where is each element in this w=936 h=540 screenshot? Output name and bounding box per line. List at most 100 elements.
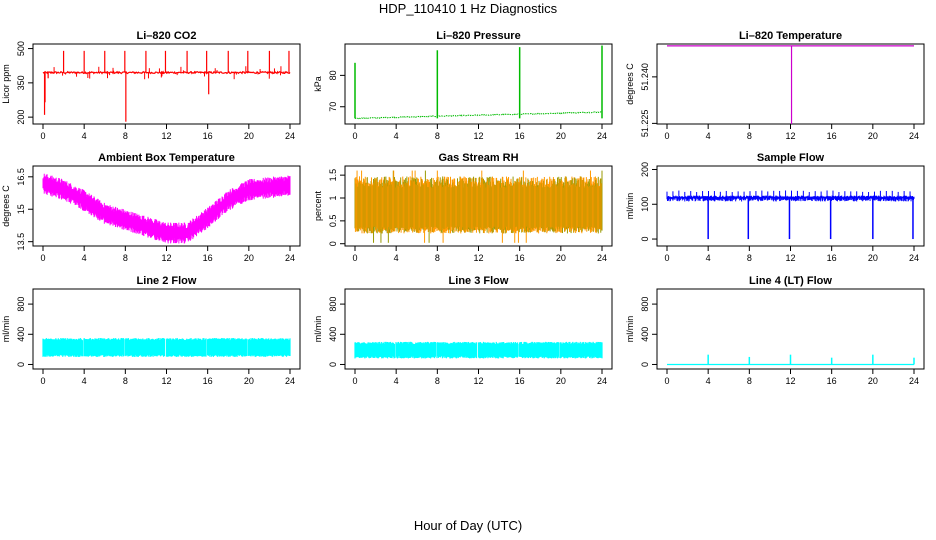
y-axis-label: ml/min [313,316,323,343]
y-tick-label: 0 [640,362,650,367]
x-tick-label: 20 [868,376,878,386]
x-tick-label: 16 [515,131,525,141]
panel-title: Line 4 (LT) Flow [749,275,832,287]
x-tick-label: 8 [123,131,128,141]
series-dotted [354,111,603,120]
series-group [42,50,291,122]
series-line [42,70,291,75]
x-tick-label: 20 [244,253,254,263]
y-tick-label: 100 [640,197,650,212]
x-tick-label: 16 [203,253,213,263]
x-tick-label: 12 [161,253,171,263]
x-tick-label: 20 [244,376,254,386]
x-tick-label: 8 [747,131,752,141]
x-tick-label: 8 [123,376,128,386]
plot-frame [32,43,301,125]
plot-frame [32,288,301,370]
series-group [667,354,915,366]
x-tick-label: 12 [473,376,483,386]
panel-title: Li–820 Temperature [739,30,842,42]
panel-9: Line 4 (LT) Flow ml/min 0 4 8 12 16 20 24 0 400 800 [625,275,925,386]
y-tick-label: 51.225 [640,110,650,138]
x-tick-label: 0 [664,131,669,141]
x-tick-label: 0 [40,131,45,141]
y-tick-label: 400 [328,327,338,342]
x-tick-label: 24 [285,253,295,263]
x-tick-label: 24 [285,131,295,141]
y-axis-label: degrees C [625,63,635,105]
x-tick-label: 12 [473,131,483,141]
panel-title: Line 3 Flow [449,275,509,287]
series-group [42,338,291,357]
x-tick-label: 4 [394,253,399,263]
x-tick-label: 4 [706,131,711,141]
x-tick-label: 24 [597,253,607,263]
x-tick-label: 4 [82,131,87,141]
panel-title: Ambient Box Temperature [98,152,235,164]
x-tick-label: 24 [285,376,295,386]
x-tick-label: 0 [664,253,669,263]
x-tick-label: 24 [909,376,919,386]
panel-7: Line 2 Flow ml/min 0 4 8 12 16 20 24 0 400 800 [1,275,301,386]
panel-1: Li–820 CO2 Licor ppm 0 4 8 12 16 20 24 200 350 500 [1,30,301,141]
x-tick-label: 12 [785,376,795,386]
x-tick-label: 0 [352,376,357,386]
y-axis-label: percent [313,190,323,221]
x-tick-label: 8 [747,253,752,263]
panel-title: Sample Flow [757,152,825,164]
series-group [666,190,915,240]
plot-frame [656,165,925,247]
y-tick-label: 200 [640,162,650,177]
series-group [667,45,914,124]
x-tick-label: 12 [785,131,795,141]
x-tick-label: 12 [161,376,171,386]
x-tick-label: 12 [473,253,483,263]
y-tick-label: 51.240 [640,63,650,91]
panel-title: Li–820 Pressure [436,30,520,42]
x-tick-label: 24 [909,131,919,141]
y-axis-label: degrees C [1,185,11,227]
x-tick-label: 16 [203,131,213,141]
x-tick-label: 8 [435,131,440,141]
x-tick-label: 4 [82,376,87,386]
x-tick-label: 12 [785,253,795,263]
x-tick-label: 20 [868,131,878,141]
x-tick-label: 24 [597,376,607,386]
x-tick-label: 24 [909,253,919,263]
x-tick-label: 16 [827,131,837,141]
x-tick-label: 8 [435,253,440,263]
x-tick-label: 8 [435,376,440,386]
y-tick-label: 0 [16,362,26,367]
x-tick-label: 16 [827,376,837,386]
x-tick-label: 4 [82,253,87,263]
panel-2: Li–820 Pressure kPa 0 4 8 12 16 20 24 70 80 [313,30,613,141]
plot-frame [656,43,925,125]
y-tick-label: 70 [328,102,338,112]
x-tick-label: 4 [706,376,711,386]
y-tick-label: 350 [16,75,26,90]
y-tick-label: 400 [16,327,26,342]
panel-title: Li–820 CO2 [137,30,197,42]
y-tick-label: 500 [16,41,26,56]
y-axis-label: Licor ppm [1,64,11,104]
y-tick-label: 16.5 [16,168,26,186]
y-tick-label: 200 [16,110,26,125]
y-tick-label: 0.5 [328,215,338,228]
panel-4: Ambient Box Temperature degrees C 0 4 8 12 16 2… [1,152,301,263]
y-tick-label: 0 [640,237,650,242]
x-tick-label: 4 [706,253,711,263]
panel-5: Gas Stream RH percent 0 4 8 12 16 20 24 0 0.5 1 1.5 [313,152,613,263]
y-tick-label: 0 [328,362,338,367]
y-tick-label: 13.5 [16,233,26,251]
series-group [42,173,291,244]
panel-title: Line 2 Flow [137,275,197,287]
x-tick-label: 16 [203,376,213,386]
y-tick-label: 80 [328,70,338,80]
y-tick-label: 0 [328,241,338,246]
x-tick-label: 4 [394,131,399,141]
x-tick-label: 0 [40,376,45,386]
x-tick-label: 20 [244,131,254,141]
x-tick-label: 0 [352,131,357,141]
figure-x-axis-label: Hour of Day (UTC) [413,518,523,533]
